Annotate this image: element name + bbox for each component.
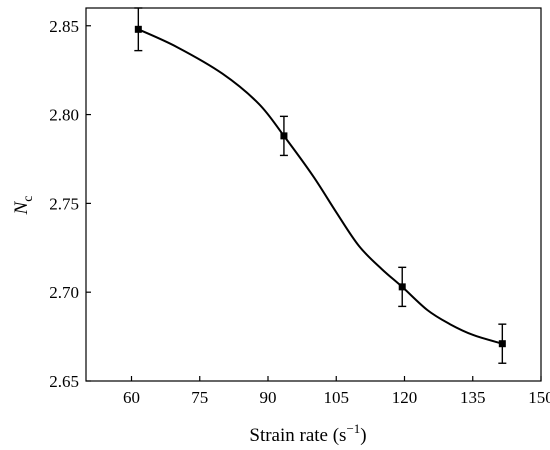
x-tick-label: 150 bbox=[528, 388, 550, 407]
x-axis-title-superscript: −1 bbox=[346, 421, 360, 436]
data-point bbox=[134, 25, 142, 33]
x-axis-title-close: ) bbox=[360, 425, 366, 446]
plot-frame bbox=[85, 7, 542, 382]
x-tick-label: 105 bbox=[324, 388, 350, 407]
data-points-layer bbox=[134, 7, 507, 364]
y-tick-label: 2.75 bbox=[49, 194, 79, 213]
y-axis-title: Nc bbox=[11, 196, 36, 216]
fit-curve bbox=[137, 28, 503, 345]
y-tick-label: 2.80 bbox=[49, 106, 79, 125]
y-tick-label: 2.65 bbox=[49, 372, 79, 391]
data-point bbox=[280, 132, 288, 140]
x-axis-title: Strain rate (s−1) bbox=[249, 421, 366, 446]
x-tick-label: 120 bbox=[392, 388, 418, 407]
x-tick-label: 90 bbox=[260, 388, 277, 407]
y-tick-label: 2.85 bbox=[49, 17, 79, 36]
plot-area bbox=[85, 7, 542, 382]
y-tick-label: 2.70 bbox=[49, 283, 79, 302]
x-axis-title-main: Strain rate (s bbox=[249, 425, 346, 446]
x-axis-ticks: 60 75 90 105 120 135 150 bbox=[123, 376, 550, 407]
y-axis-title-subscript: c bbox=[21, 196, 36, 202]
data-point bbox=[398, 283, 406, 291]
data-point bbox=[498, 340, 506, 348]
x-tick-label: 75 bbox=[191, 388, 208, 407]
fit-curve-layer bbox=[137, 28, 503, 345]
x-tick-label: 60 bbox=[123, 388, 140, 407]
x-tick-label: 135 bbox=[460, 388, 486, 407]
y-axis-ticks: 2.65 2.70 2.75 2.80 2.85 bbox=[49, 17, 91, 391]
y-axis-title-main: N bbox=[11, 200, 32, 215]
